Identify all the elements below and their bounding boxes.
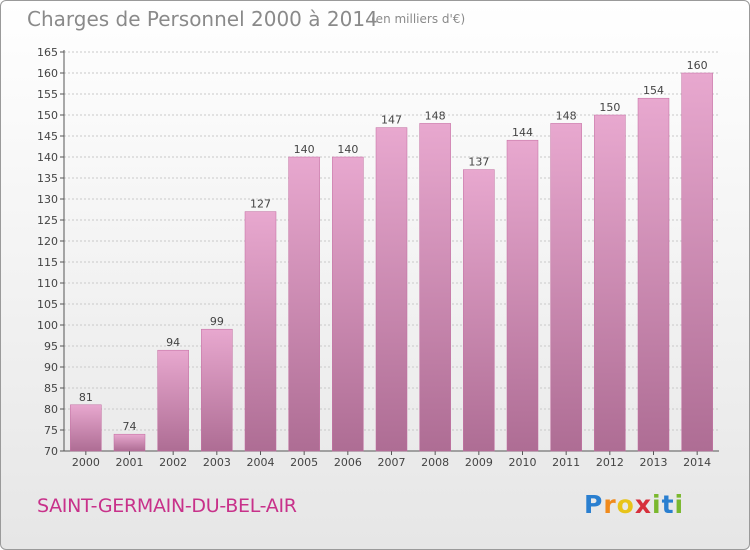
y-tick-label: 80: [44, 403, 58, 416]
bar-2005: [288, 156, 320, 452]
data-label: 140: [294, 143, 315, 156]
data-label: 127: [250, 198, 271, 211]
x-tick-label: 2003: [203, 456, 231, 469]
logo-letter: r: [603, 490, 617, 519]
bar-2008: [419, 123, 451, 452]
bar-2007: [375, 127, 408, 452]
y-tick-label: 135: [37, 172, 58, 185]
y-tick-label: 155: [37, 88, 58, 101]
bar-2011: [550, 123, 582, 452]
data-label: 137: [468, 156, 489, 169]
data-label: 140: [337, 143, 358, 156]
bar-2002: [157, 349, 189, 452]
y-tick-label: 70: [44, 445, 58, 458]
data-label: 148: [425, 109, 446, 122]
logo-letter: x: [634, 490, 652, 519]
bar-2004: [244, 211, 277, 452]
x-tick-label: 2012: [596, 456, 624, 469]
data-label: 144: [512, 126, 533, 139]
y-tick-label: 110: [37, 277, 58, 290]
bar-2001: [113, 433, 146, 452]
y-tick-label: 105: [37, 298, 58, 311]
data-label: 150: [599, 101, 620, 114]
y-tick-label: 90: [44, 361, 58, 374]
data-label: 99: [210, 315, 224, 328]
x-tick-label: 2004: [247, 456, 275, 469]
y-tick-label: 160: [37, 67, 58, 80]
y-tick-label: 75: [44, 424, 58, 437]
bars: [70, 72, 713, 452]
x-tick-label: 2013: [640, 456, 668, 469]
data-label: 94: [166, 336, 180, 349]
data-label: 81: [79, 391, 93, 404]
data-labels: 81 74 94 99 127 140 140 147 148 137 144 148 150 154 16…: [79, 59, 708, 433]
bar-2013: [637, 97, 670, 452]
x-tick-label: 2002: [159, 456, 187, 469]
y-tick-label: 150: [37, 109, 58, 122]
y-tick-label: 145: [37, 130, 58, 143]
data-label: 147: [381, 114, 402, 127]
logo-letter: P: [584, 490, 604, 519]
x-tick-label: 2011: [552, 456, 580, 469]
x-tick-label: 2008: [421, 456, 449, 469]
logo-letter: t: [661, 490, 675, 519]
bar-2003: [201, 328, 233, 452]
data-label: 160: [687, 59, 708, 72]
bar-2012: [594, 114, 626, 452]
y-tick-label: 130: [37, 193, 58, 206]
x-tick-label: 2007: [378, 456, 406, 469]
x-tick-label: 2009: [465, 456, 493, 469]
x-tick-label: 2014: [683, 456, 711, 469]
chart-title: Charges de Personnel 2000 à 2014: [27, 7, 378, 31]
y-tick-label: 140: [37, 151, 58, 164]
bar-2006: [332, 156, 364, 452]
bar-2014: [681, 72, 713, 452]
x-tick-label: 2005: [290, 456, 318, 469]
y-tick-label: 115: [37, 256, 58, 269]
logo-letter: o: [616, 490, 635, 519]
bar-2009: [463, 169, 495, 452]
logo-letter: i: [674, 490, 685, 519]
y-tick-label: 95: [44, 340, 58, 353]
commune-name: SAINT-GERMAIN-DU-BEL-AIR: [37, 495, 297, 517]
y-tick-label: 100: [37, 319, 58, 332]
y-tick-label: 165: [37, 46, 58, 59]
proxiti-logo: Proxiti: [584, 490, 684, 519]
bar-2000: [70, 404, 102, 452]
y-tick-label: 120: [37, 235, 58, 248]
data-label: 74: [123, 420, 137, 433]
x-tick-label: 2001: [116, 456, 144, 469]
data-label: 148: [556, 109, 577, 122]
data-label: 154: [643, 84, 664, 97]
chart-subtitle: (en milliers d'€): [371, 12, 466, 26]
x-tick-label: 2000: [72, 456, 100, 469]
logo-letter: i: [652, 490, 662, 519]
x-tick-label: 2006: [334, 456, 362, 469]
x-tick-label: 2010: [509, 456, 537, 469]
bar-2010: [506, 139, 539, 452]
y-tick-label: 125: [37, 214, 58, 227]
y-tick-label: 85: [44, 382, 58, 395]
